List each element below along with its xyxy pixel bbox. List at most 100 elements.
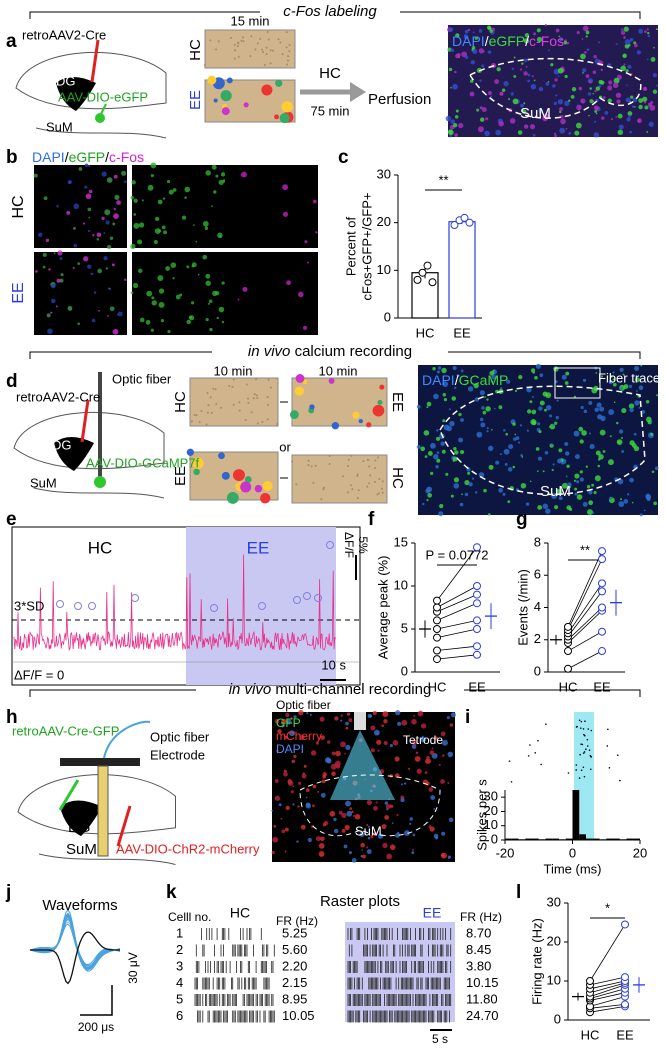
- cell: [186, 319, 191, 325]
- bedding: [226, 77, 233, 84]
- bedding: [221, 471, 230, 480]
- label: SuM: [540, 483, 571, 500]
- pair-line: [589, 988, 626, 999]
- cell: [291, 759, 296, 764]
- cell: [441, 853, 445, 857]
- y-tick-label: 10: [547, 972, 561, 987]
- cell: [460, 450, 465, 455]
- label: SuM: [355, 823, 382, 838]
- spike-raster: [348, 944, 452, 957]
- cell: [84, 163, 89, 168]
- cell: [507, 467, 513, 472]
- cell: [619, 367, 624, 372]
- cell: [439, 503, 444, 509]
- cell: [584, 51, 587, 54]
- y-tick-label: 10: [394, 577, 408, 592]
- cell: [104, 209, 111, 216]
- cell: [594, 475, 601, 482]
- cell: [132, 282, 139, 289]
- cell: [621, 450, 625, 453]
- point: [598, 647, 606, 656]
- cell: [411, 851, 415, 855]
- cell: [581, 430, 587, 436]
- cell: [594, 109, 598, 113]
- cell: [499, 453, 502, 456]
- cell: [448, 817, 454, 823]
- cell: [607, 85, 613, 91]
- bedding: [279, 41, 282, 44]
- cell: [532, 395, 535, 398]
- cell: [621, 436, 624, 440]
- bedding: [374, 466, 377, 469]
- cell: [320, 792, 326, 798]
- cell: [537, 456, 542, 461]
- bedding: [206, 391, 209, 394]
- cell: [589, 87, 593, 90]
- cell: [414, 756, 421, 762]
- bedding: [295, 374, 305, 383]
- bedding: [245, 383, 248, 386]
- cell: [595, 372, 598, 374]
- cell: [615, 43, 618, 46]
- cell: [454, 386, 457, 390]
- label: EE: [423, 905, 442, 921]
- bedding: [265, 53, 268, 56]
- cell-number: 2: [176, 942, 183, 957]
- spike-raster: [347, 994, 452, 1006]
- significance: **: [580, 542, 590, 557]
- bedding: [314, 464, 317, 467]
- cell: [307, 261, 310, 264]
- point: [598, 627, 606, 636]
- bedding: [276, 422, 279, 425]
- cell: [411, 718, 417, 725]
- bedding: [372, 404, 385, 417]
- point: [423, 261, 432, 270]
- bedding: [261, 84, 273, 96]
- cell: [525, 502, 530, 506]
- cell: [492, 369, 495, 372]
- cell: [165, 266, 170, 271]
- cell: [445, 472, 449, 476]
- inset: [554, 367, 601, 399]
- cell: [193, 224, 195, 226]
- label: AAV-DIO-eGFP: [58, 89, 148, 104]
- cell: [637, 118, 642, 124]
- bedding: [349, 484, 352, 487]
- cell: [591, 511, 595, 515]
- cell: [544, 450, 549, 455]
- cell: [411, 739, 418, 746]
- cell: [554, 505, 559, 510]
- cell: [301, 773, 307, 779]
- x-tick-label: HC: [416, 325, 435, 340]
- bedding: [254, 48, 257, 51]
- cell: [647, 34, 651, 38]
- bedding: [269, 62, 272, 65]
- y-axis-label: Percent of: [343, 216, 358, 276]
- label: EE: [172, 466, 189, 486]
- label: 75 min: [310, 103, 349, 118]
- y-axis-label: cFos+GFP+/GFP+: [359, 192, 374, 300]
- bedding: [240, 39, 243, 42]
- bedding: [255, 378, 258, 381]
- cell: [416, 404, 421, 409]
- cell: [441, 449, 446, 454]
- label: 15 min: [230, 13, 269, 28]
- cell: [629, 38, 634, 42]
- arrow: [280, 401, 288, 479]
- cell: [112, 222, 116, 226]
- spike-raster: [347, 961, 452, 973]
- bedding: [288, 44, 291, 47]
- cell: [189, 315, 195, 321]
- cell-number: 1: [176, 925, 183, 940]
- label: EE: [10, 282, 27, 303]
- cell: [463, 34, 468, 38]
- cell: [574, 454, 580, 460]
- cell: [420, 446, 425, 452]
- peak: [74, 602, 82, 610]
- cell: [503, 448, 510, 455]
- cell: [643, 509, 646, 512]
- pair-line: [436, 654, 478, 660]
- spike-raster: [197, 1010, 275, 1023]
- spike-raster: [195, 961, 274, 973]
- section-rule: [29, 11, 641, 19]
